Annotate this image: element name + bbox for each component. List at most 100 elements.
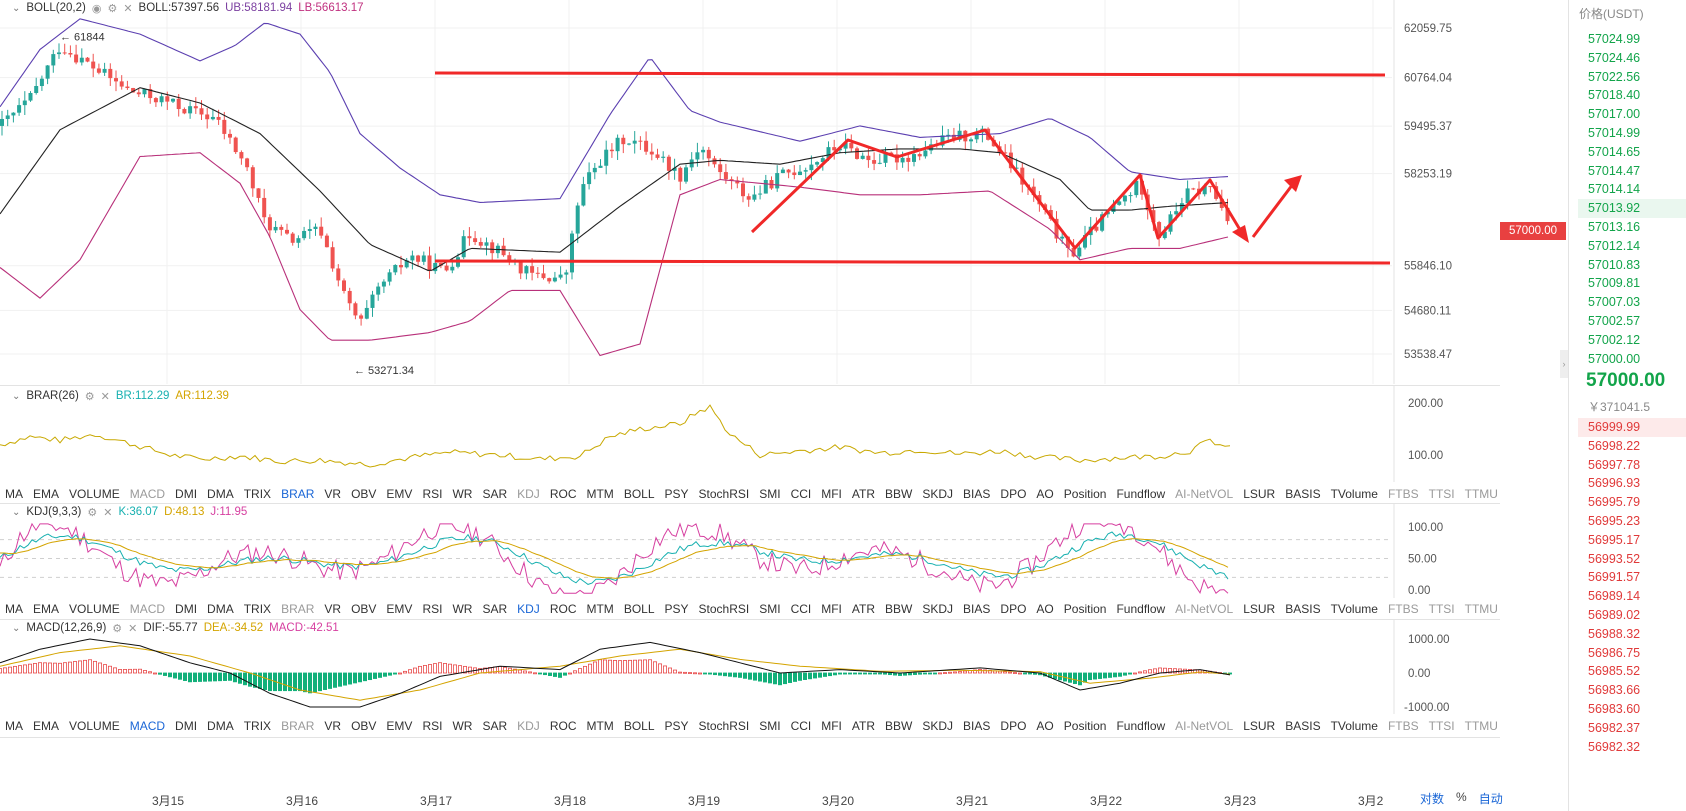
ask-price-row[interactable]: 57012.14 xyxy=(1588,238,1641,253)
indicator-tab-obv[interactable]: OBV xyxy=(351,487,377,501)
ask-price-row[interactable]: 57002.12 xyxy=(1588,332,1641,347)
indicator-tab-ema[interactable]: EMA xyxy=(33,719,60,733)
macd-canvas[interactable]: 1000.00 0.00 -1000.00 xyxy=(0,620,1500,714)
kdj-canvas[interactable]: 100.00 50.00 0.00 xyxy=(0,504,1500,598)
indicator-tab-volume[interactable]: VOLUME xyxy=(69,602,120,616)
indicator-tab-mfi[interactable]: MFI xyxy=(821,487,842,501)
bid-price-row[interactable]: 56982.37 xyxy=(1588,720,1641,735)
ask-price-row[interactable]: 57022.56 xyxy=(1588,69,1641,84)
indicator-tab-bbw[interactable]: BBW xyxy=(885,602,913,616)
ask-price-row[interactable]: 57009.81 xyxy=(1588,276,1641,291)
ask-price-row[interactable]: 57014.47 xyxy=(1588,163,1641,178)
indicator-tab-trix[interactable]: TRIX xyxy=(243,719,272,733)
indicator-tab-obv[interactable]: OBV xyxy=(351,602,377,616)
indicator-tab-wr[interactable]: WR xyxy=(452,487,473,501)
indicator-tab-position[interactable]: Position xyxy=(1063,719,1107,733)
bid-price-row[interactable]: 56982.32 xyxy=(1588,739,1641,754)
ask-price-row[interactable]: 57018.40 xyxy=(1588,88,1641,103)
ask-price-row[interactable]: 57007.03 xyxy=(1588,295,1641,310)
indicator-tab-obv[interactable]: OBV xyxy=(351,719,377,733)
indicator-tab-brar[interactable]: BRAR xyxy=(281,602,315,616)
ask-price-row[interactable]: 57002.57 xyxy=(1588,314,1641,328)
indicator-tab-fundflow[interactable]: Fundflow xyxy=(1116,719,1166,733)
indicator-tab-smi[interactable]: SMI xyxy=(759,602,781,616)
indicator-tab-roc[interactable]: ROC xyxy=(549,719,577,733)
ask-price-row[interactable]: 57014.99 xyxy=(1588,126,1641,140)
indicator-tab-vr[interactable]: VR xyxy=(324,487,342,501)
indicator-tab-roc[interactable]: ROC xyxy=(549,487,577,501)
indicator-tab-dma[interactable]: DMA xyxy=(207,719,234,733)
indicator-tab-ttmu[interactable]: TTMU xyxy=(1464,602,1498,616)
indicator-tab-boll[interactable]: BOLL xyxy=(623,602,655,616)
brar-canvas[interactable]: 200.00 100.00 xyxy=(0,386,1500,482)
indicator-tab-boll[interactable]: BOLL xyxy=(623,719,655,733)
indicator-tab-psy[interactable]: PSY xyxy=(664,487,689,501)
indicator-tab-roc[interactable]: ROC xyxy=(549,602,577,616)
indicator-tab-dmi[interactable]: DMI xyxy=(175,487,198,501)
indicator-tab-kdj[interactable]: KDJ xyxy=(517,719,540,733)
eye-icon[interactable]: ◉ xyxy=(91,2,102,15)
indicator-tab-atr[interactable]: ATR xyxy=(851,487,876,501)
indicator-tab-brar[interactable]: BRAR xyxy=(281,719,315,733)
ask-price-row[interactable]: 57014.65 xyxy=(1588,144,1641,159)
indicator-tab-bbw[interactable]: BBW xyxy=(885,487,913,501)
indicator-tab-cci[interactable]: CCI xyxy=(790,719,812,733)
ask-price-row[interactable]: 57000.00 xyxy=(1588,351,1641,366)
indicator-tab-ai-netvol[interactable]: AI-NetVOL xyxy=(1175,719,1234,733)
indicator-tab-basis[interactable]: BASIS xyxy=(1285,602,1321,616)
indicator-tab-stochrsi[interactable]: StochRSI xyxy=(698,487,750,501)
indicator-tab-ao[interactable]: AO xyxy=(1036,602,1054,616)
indicator-tab-bias[interactable]: BIAS xyxy=(963,719,991,733)
indicator-tab-skdj[interactable]: SKDJ xyxy=(922,487,954,501)
indicator-tab-ao[interactable]: AO xyxy=(1036,487,1054,501)
indicator-tab-cci[interactable]: CCI xyxy=(790,487,812,501)
indicator-tab-emv[interactable]: EMV xyxy=(386,719,413,733)
collapse-chevron-icon[interactable]: ⌄ xyxy=(12,506,21,518)
indicator-tab-ttsi[interactable]: TTSI xyxy=(1428,719,1455,733)
settings-gear-icon[interactable]: ⚙ xyxy=(87,506,98,519)
bid-price-row[interactable]: 56999.99 xyxy=(1578,418,1686,437)
indicator-tab-ttsi[interactable]: TTSI xyxy=(1428,487,1455,501)
indicator-tab-tvolume[interactable]: TVolume xyxy=(1330,487,1378,501)
indicator-tab-sar[interactable]: SAR xyxy=(482,719,508,733)
kdj-panel[interactable]: 100.00 50.00 0.00 ⌄ KDJ(9,3,3) ⚙ ✕ K:36.07… xyxy=(0,504,1500,598)
indicator-tab-basis[interactable]: BASIS xyxy=(1285,487,1321,501)
indicator-tab-ma[interactable]: MA xyxy=(5,719,23,733)
percent-scale-toggle[interactable]: % xyxy=(1456,790,1467,804)
bid-price-row[interactable]: 56989.14 xyxy=(1588,589,1641,604)
ask-price-row[interactable]: 57010.83 xyxy=(1588,257,1641,272)
indicator-tab-rsi[interactable]: RSI xyxy=(422,602,443,616)
indicator-tab-smi[interactable]: SMI xyxy=(759,487,781,501)
indicator-tab-mtm[interactable]: MTM xyxy=(586,719,614,733)
indicator-tab-dmi[interactable]: DMI xyxy=(175,719,198,733)
bid-price-row[interactable]: 56991.57 xyxy=(1588,570,1641,585)
close-icon[interactable]: ✕ xyxy=(100,390,110,403)
indicator-tab-dpo[interactable]: DPO xyxy=(1000,719,1027,733)
indicator-tab-dpo[interactable]: DPO xyxy=(1000,602,1027,616)
ask-price-row[interactable]: 57014.14 xyxy=(1588,182,1641,197)
indicator-tab-volume[interactable]: VOLUME xyxy=(69,719,120,733)
indicator-tab-mfi[interactable]: MFI xyxy=(821,602,842,616)
indicator-tab-fundflow[interactable]: Fundflow xyxy=(1116,602,1166,616)
indicator-tab-basis[interactable]: BASIS xyxy=(1285,719,1321,733)
indicator-tab-bias[interactable]: BIAS xyxy=(963,487,991,501)
indicator-tab-lsur[interactable]: LSUR xyxy=(1243,719,1276,733)
indicator-tab-sar[interactable]: SAR xyxy=(482,487,508,501)
indicator-tab-emv[interactable]: EMV xyxy=(386,487,413,501)
indicator-tab-psy[interactable]: PSY xyxy=(664,602,689,616)
close-icon[interactable]: ✕ xyxy=(128,622,138,635)
indicator-tab-vr[interactable]: VR xyxy=(324,602,342,616)
settings-gear-icon[interactable]: ⚙ xyxy=(84,390,95,403)
indicator-tab-skdj[interactable]: SKDJ xyxy=(922,602,954,616)
indicator-tab-atr[interactable]: ATR xyxy=(851,602,876,616)
bid-price-row[interactable]: 56995.79 xyxy=(1588,495,1641,510)
indicator-tab-ftbs[interactable]: FTBS xyxy=(1387,487,1419,501)
indicator-tab-mfi[interactable]: MFI xyxy=(821,719,842,733)
indicator-tab-ema[interactable]: EMA xyxy=(33,602,60,616)
ask-price-row[interactable]: 57017.00 xyxy=(1588,107,1641,122)
bid-price-row[interactable]: 56997.78 xyxy=(1588,457,1641,472)
indicator-tab-ma[interactable]: MA xyxy=(5,487,23,501)
indicator-tab-tvolume[interactable]: TVolume xyxy=(1330,602,1378,616)
indicator-tab-dpo[interactable]: DPO xyxy=(1000,487,1027,501)
indicator-tab-bias[interactable]: BIAS xyxy=(963,602,991,616)
